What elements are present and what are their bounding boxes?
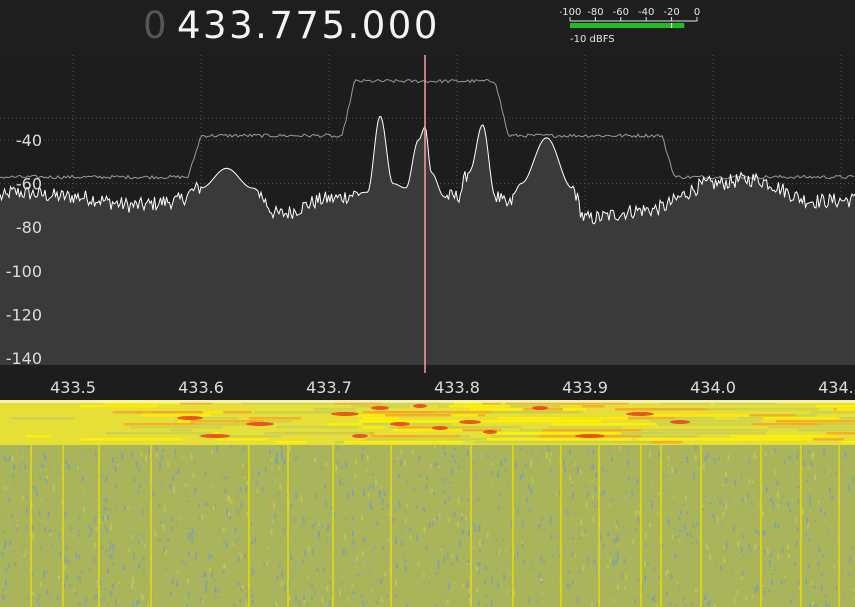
x-tick-label: 434.0	[690, 378, 736, 397]
x-tick-label: 433.8	[434, 378, 480, 397]
meter-scale-label: 0	[694, 7, 700, 18]
meter-scale-label: -100	[560, 7, 581, 18]
x-tick-label: 433.9	[562, 378, 608, 397]
meter-scale-label: -20	[663, 7, 679, 18]
level-meter: -100 -80 -60 -40 -20 0 -10 dBFS	[560, 7, 700, 45]
waterfall-signal-bursts	[177, 404, 690, 438]
spectrum-trace	[0, 116, 855, 225]
waterfall-display[interactable]	[0, 400, 855, 607]
x-tick-label: 433.7	[306, 378, 352, 397]
y-tick-label: -60	[16, 175, 42, 194]
waterfall-noise	[1, 445, 855, 607]
y-tick-label: -140	[6, 349, 42, 368]
x-tick-label: 433.6	[178, 378, 224, 397]
frequency-display[interactable]: 433.775.000	[177, 4, 440, 47]
y-tick-label: -120	[6, 305, 42, 324]
x-tick-label: 434.1	[818, 378, 855, 397]
spectrum-plot[interactable]: -40 -60 -80 -100 -120 -140 433.5 433.6 433.7 433.…	[0, 55, 855, 400]
frequency-axis	[0, 365, 855, 400]
meter-level-bar	[570, 23, 685, 28]
meter-scale-label: -40	[638, 7, 654, 18]
meter-level-label: -10 dBFS	[570, 34, 615, 45]
y-tick-label: -80	[16, 218, 42, 237]
x-tick-label: 433.5	[50, 378, 96, 397]
y-tick-label: -40	[16, 131, 42, 150]
meter-scale-label: -80	[587, 7, 603, 18]
meter-scale-label: -60	[613, 7, 629, 18]
y-tick-label: -100	[6, 262, 42, 281]
waterfall-carrier-lines	[30, 440, 840, 607]
header-bar: 0 433.775.000 -100 -80 -60 -40 -20 0 -10 dBFS	[0, 0, 855, 55]
peak-hold-trace	[0, 78, 855, 180]
frequency-leading-digit[interactable]: 0	[143, 4, 168, 47]
